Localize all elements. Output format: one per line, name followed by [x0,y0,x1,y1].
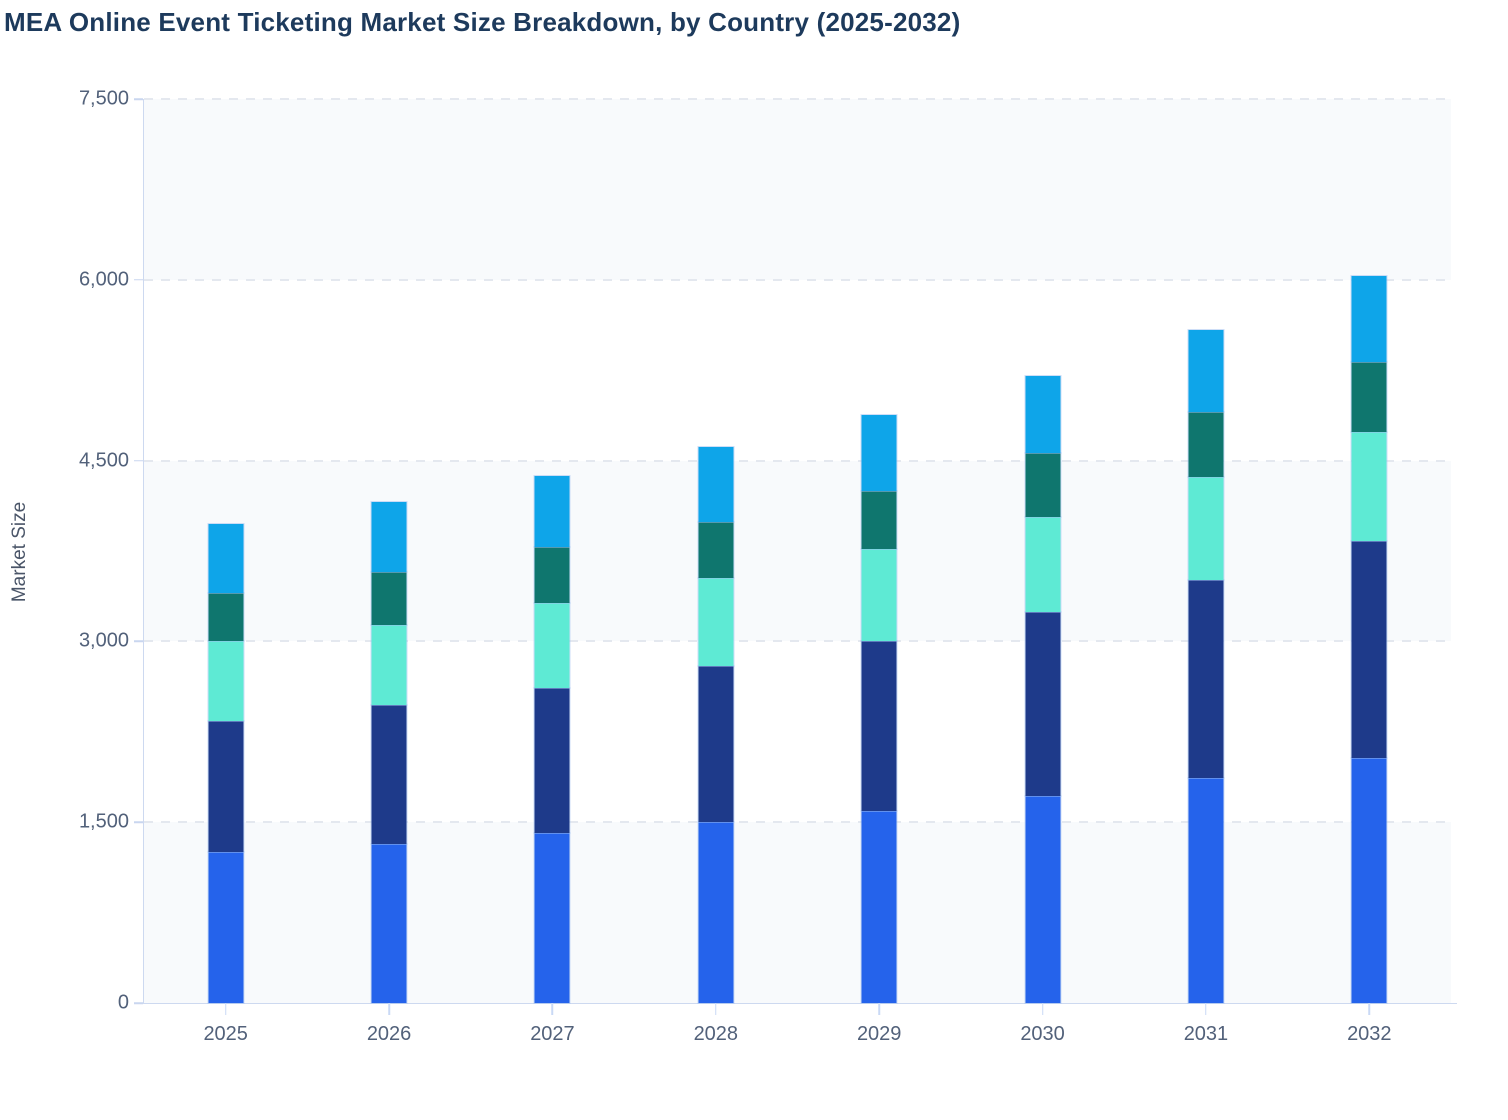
bar-segment-2032-series-5-sky-blue[interactable] [1351,276,1387,362]
y-axis-tick-0 [134,1002,143,1004]
bar-segment-2028-series-2-navy[interactable] [698,665,734,823]
y-tick-label-0: 0 [117,991,129,1014]
x-tick-label-2029: 2029 [856,1023,902,1045]
x-tick-label-2030: 2030 [1020,1023,1065,1045]
bar-segment-2029-series-5-sky-blue[interactable] [861,414,897,491]
x-tick-label-2032: 2032 [1347,1023,1392,1045]
bar-segment-2026-series-3-mint[interactable] [371,624,407,706]
bar-segment-2025-series-1-royal-blue[interactable] [208,852,244,1003]
chart-title: MEA Online Event Ticketing Market Size B… [4,7,961,37]
y-axis-tick-3000 [134,640,143,643]
x-axis-line [142,1002,1457,1004]
bar-segment-2027-series-3-mint[interactable] [534,602,570,689]
bar-segment-2025-series-2-navy[interactable] [208,720,244,853]
bar-segment-2026-series-1-royal-blue[interactable] [371,843,407,1003]
y-axis-tick-4500 [134,459,143,462]
bar-segment-2032-series-2-navy[interactable] [1351,541,1387,759]
gridline-3000 [144,640,1451,643]
x-axis-tick-2026 [388,1003,390,1015]
bar-segment-2028-series-4-teal[interactable] [698,522,734,578]
bar-segment-2031-series-5-sky-blue[interactable] [1188,330,1224,413]
gridline-7500 [144,98,1451,100]
bar-segment-2028-series-5-sky-blue[interactable] [698,447,734,523]
plot-band-3000-4500 [144,460,1451,642]
gridline-4500 [144,459,1451,462]
y-axis-tick-1500 [134,821,143,823]
bar-segment-2025-series-5-sky-blue[interactable] [208,524,244,594]
bar-segment-2027-series-2-navy[interactable] [534,688,570,834]
bar-segment-2029-series-2-navy[interactable] [861,641,897,812]
bar-segment-2026-series-2-navy[interactable] [371,705,407,844]
bar-segment-2028-series-3-mint[interactable] [698,577,734,666]
bar-segment-2032-series-1-royal-blue[interactable] [1351,758,1387,1003]
plot-area: 0 1,500 3,000 4,500 6,000 7,500 2025 2026 2027 20… [79,88,1457,1045]
bar-segment-2032-series-4-teal[interactable] [1351,361,1387,432]
bar-segment-2030-series-5-sky-blue[interactable] [1025,376,1061,454]
y-axis-tick-7500 [134,98,143,100]
bar-segment-2030-series-2-navy[interactable] [1025,612,1061,796]
bar-segment-2027-series-5-sky-blue[interactable] [534,476,570,548]
bar-segment-2025-series-3-mint[interactable] [208,641,244,721]
bar-segment-2030-series-3-mint[interactable] [1025,517,1061,613]
bar-segment-2031-series-3-mint[interactable] [1188,477,1224,580]
bar-2030 [1025,99,1061,1003]
bar-segment-2025-series-4-teal[interactable] [208,593,244,642]
bar-segment-2027-series-1-royal-blue[interactable] [534,833,570,1003]
x-axis-tick-2028 [715,1003,717,1015]
bar-2028 [698,99,734,1003]
bar-2025 [208,99,244,1003]
bar-2029 [861,99,897,1003]
y-tick-label-1500: 1,500 [78,810,129,833]
gridline-6000 [144,278,1451,281]
y-tick-label-6000: 6,000 [78,268,129,291]
plot-band-4500-6000 [144,279,1451,461]
bar-2032 [1351,99,1387,1003]
x-axis-tick-2025 [224,1003,227,1015]
bar-2026 [371,99,407,1003]
bar-segment-2031-series-2-navy[interactable] [1188,579,1224,778]
y-tick-label-3000: 3,000 [78,629,129,652]
bar-segment-2029-series-3-mint[interactable] [861,548,897,642]
x-axis-tick-2029 [878,1003,880,1015]
bar-segment-2026-series-4-teal[interactable] [371,571,407,625]
x-tick-label-2025: 2025 [203,1023,248,1045]
x-axis-tick-2031 [1205,1003,1207,1015]
bar-2031 [1188,99,1224,1003]
bar-segment-2031-series-1-royal-blue[interactable] [1188,777,1224,1003]
gridline-1500 [144,821,1451,824]
plot-band-6000-7500 [144,99,1451,280]
bar-segment-2031-series-4-teal[interactable] [1188,412,1224,478]
plot-band-1500-3000 [144,641,1451,823]
x-tick-label-2026: 2026 [366,1023,412,1045]
bar-segment-2026-series-5-sky-blue[interactable] [371,501,407,572]
y-tick-label-7500: 7,500 [78,87,129,110]
y-axis-title: Market Size [9,501,30,603]
bar-segment-2032-series-3-mint[interactable] [1351,431,1387,542]
x-tick-label-2027: 2027 [530,1023,575,1045]
x-axis-tick-2030 [1041,1003,1044,1015]
bar-segment-2030-series-1-royal-blue[interactable] [1025,795,1061,1003]
bar-segment-2028-series-1-royal-blue[interactable] [698,822,734,1003]
y-tick-label-4500: 4,500 [78,449,129,472]
bar-2027 [534,99,570,1003]
x-tick-label-2028: 2028 [693,1023,739,1045]
plot-band-0-1500 [144,822,1451,1003]
y-axis-tick-6000 [134,279,143,281]
x-tick-label-2031: 2031 [1183,1023,1229,1045]
x-axis-tick-2032 [1368,1003,1371,1015]
bar-segment-2029-series-1-royal-blue[interactable] [861,811,897,1003]
bar-segment-2030-series-4-teal[interactable] [1025,453,1061,518]
bar-segment-2029-series-4-teal[interactable] [861,490,897,549]
bar-segment-2027-series-4-teal[interactable] [534,547,570,603]
x-axis-tick-2027 [551,1003,554,1015]
